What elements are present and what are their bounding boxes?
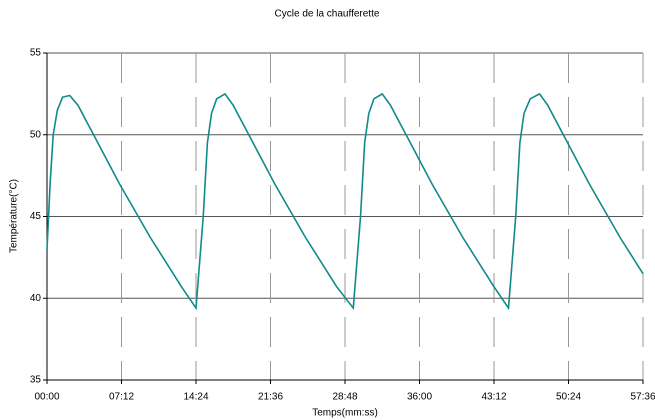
x-tick-label: 00:00 <box>34 392 59 403</box>
x-tick-label: 43:12 <box>481 392 506 403</box>
y-tick-label: 50 <box>30 129 42 140</box>
x-tick-label: 50:24 <box>556 392 581 403</box>
y-tick-label: 55 <box>30 48 42 59</box>
x-tick-label: 21:36 <box>258 392 283 403</box>
x-tick-label: 36:00 <box>407 392 432 403</box>
y-axis-label: Température(°C) <box>9 179 20 253</box>
y-tick-label: 45 <box>30 211 42 222</box>
y-tick-label: 40 <box>30 293 42 304</box>
x-tick-label: 14:24 <box>183 392 208 403</box>
x-tick-label: 07:12 <box>109 392 134 403</box>
line-series <box>46 92 644 311</box>
y-tick-label: 35 <box>30 375 42 386</box>
x-axis-label: Temps(mm:ss) <box>312 408 378 419</box>
x-tick-label: 57:36 <box>630 392 655 403</box>
chart-title: Cycle de la chaufferette <box>275 9 380 20</box>
x-tick-label: 28:48 <box>332 392 357 403</box>
